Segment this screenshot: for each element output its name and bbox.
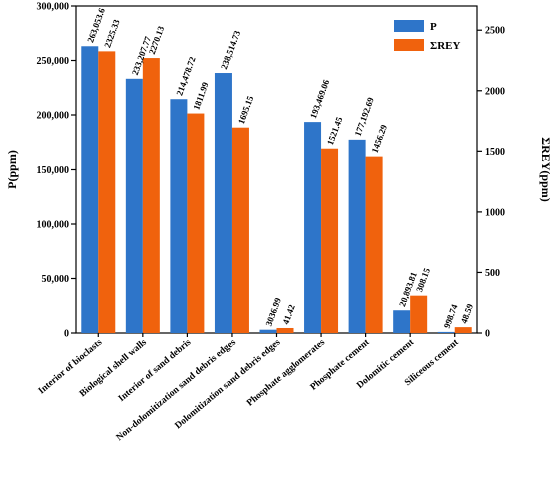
data-label-rey-2: 1811.99	[191, 80, 210, 111]
bar-p-7	[393, 310, 411, 333]
bar-p-8	[437, 331, 455, 333]
left-tick-label-2: 100,000	[37, 220, 70, 231]
bar-p-3	[214, 73, 232, 333]
left-tick-label-5: 250,000	[37, 56, 70, 67]
data-label-p-2: 214,478.72	[174, 55, 197, 97]
bar-rey-2	[187, 113, 205, 333]
bar-rey-1	[142, 58, 160, 333]
x-tick-label-2: Interior of sand debris	[117, 337, 194, 404]
bar-rey-3	[231, 127, 249, 333]
legend-label-p: P	[430, 21, 437, 33]
data-label-p-3: 238,514.73	[219, 29, 242, 71]
bar-rey-4	[276, 327, 294, 333]
right-y-axis: 0 500 1000 1500 2000 2500	[477, 26, 505, 340]
left-y-axis: 0 50,000 100,000 150,000 200,000 250,000 300,0…	[37, 2, 76, 340]
left-tick-label-3: 150,000	[37, 165, 70, 176]
bar-p-1	[125, 78, 143, 333]
bar-rey-6	[365, 156, 383, 333]
left-tick-label-1: 50,000	[42, 274, 70, 285]
right-axis-title: ΣREY(ppm)	[539, 137, 550, 202]
data-label-rey-7: 308.15	[414, 266, 432, 293]
p-series-bars	[81, 46, 455, 334]
left-tick-label-4: 200,000	[37, 111, 70, 122]
bar-rey-0	[98, 51, 116, 333]
x-tick-label-5: Phosphate agglomerates	[245, 337, 327, 408]
left-axis-title: P(ppm)	[5, 150, 19, 189]
right-tick-label-1: 500	[485, 268, 500, 279]
data-label-rey-5: 1521.45	[325, 115, 345, 146]
left-tick-label-6: 300,000	[37, 2, 70, 13]
legend-swatch-rey	[394, 39, 424, 51]
bar-p-4	[259, 329, 277, 333]
bar-p-0	[81, 46, 99, 333]
bar-rey-8	[454, 327, 472, 333]
bar-p-6	[348, 139, 366, 333]
data-label-rey-0: 2325.33	[102, 18, 122, 49]
data-label-p-5: 193,469.06	[308, 78, 331, 120]
right-tick-label-0: 0	[485, 329, 490, 340]
left-tick-label-0: 0	[64, 329, 69, 340]
data-label-rey-8: 48.59	[459, 302, 475, 325]
right-tick-label-3: 1500	[485, 147, 505, 158]
data-label-p-8: 998.74	[442, 302, 460, 329]
right-tick-label-2: 1000	[485, 207, 505, 218]
data-label-rey-4: 41.42	[280, 303, 296, 326]
data-label-rey-6: 1456.29	[370, 123, 390, 154]
bar-p-2	[170, 99, 188, 333]
data-label-p-6: 177,192.69	[353, 96, 376, 138]
data-label-rey-3: 1695.15	[236, 94, 256, 125]
rey-series-bars	[98, 51, 472, 333]
right-tick-label-5: 2500	[485, 26, 505, 37]
bar-rey-5	[321, 148, 339, 333]
right-tick-label-4: 2000	[485, 86, 505, 97]
bar-p-5	[304, 122, 322, 334]
legend: P ΣREY	[394, 20, 460, 52]
legend-label-rey: ΣREY	[430, 40, 460, 52]
bar-rey-7	[410, 295, 428, 333]
legend-swatch-p	[394, 20, 424, 32]
data-label-p-0: 263,053.6	[85, 6, 107, 44]
